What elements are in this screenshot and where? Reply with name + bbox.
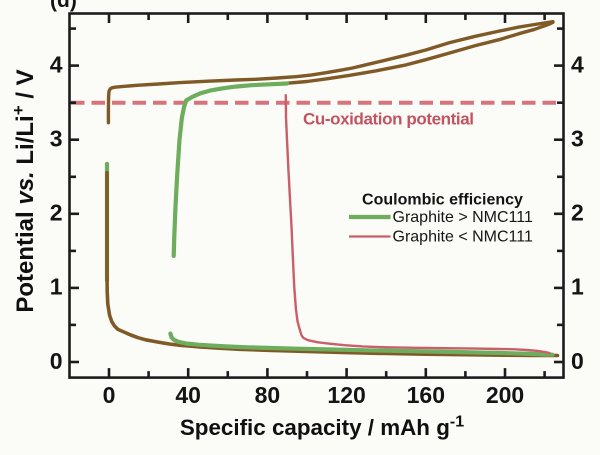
svg-text:1: 1 [571, 274, 584, 300]
svg-text:Specific capacity / mAh g-1: Specific capacity / mAh g-1 [180, 414, 464, 441]
svg-text:0: 0 [50, 348, 63, 374]
svg-text:Potential vs. Li/Li+ / V: Potential vs. Li/Li+ / V [9, 69, 39, 312]
svg-text:2: 2 [50, 200, 63, 226]
svg-text:2: 2 [571, 200, 584, 226]
svg-text:Coulombic efficiency: Coulombic efficiency [362, 192, 523, 209]
svg-text:4: 4 [571, 51, 584, 77]
svg-text:40: 40 [175, 382, 201, 408]
svg-text:4: 4 [50, 51, 63, 77]
svg-text:160: 160 [407, 382, 445, 408]
svg-text:0: 0 [103, 382, 116, 408]
svg-text:Cu-oxidation potential: Cu-oxidation potential [303, 110, 474, 129]
svg-text:200: 200 [486, 382, 524, 408]
svg-text:1: 1 [50, 274, 63, 300]
svg-text:Graphite > NMC111: Graphite > NMC111 [393, 209, 533, 226]
svg-text:80: 80 [255, 382, 281, 408]
svg-text:3: 3 [50, 126, 63, 152]
svg-text:120: 120 [327, 382, 365, 408]
svg-text:Graphite < NMC111: Graphite < NMC111 [393, 229, 533, 246]
svg-text:0: 0 [571, 348, 584, 374]
svg-text:3: 3 [571, 126, 584, 152]
svg-text:(d): (d) [50, 0, 77, 12]
